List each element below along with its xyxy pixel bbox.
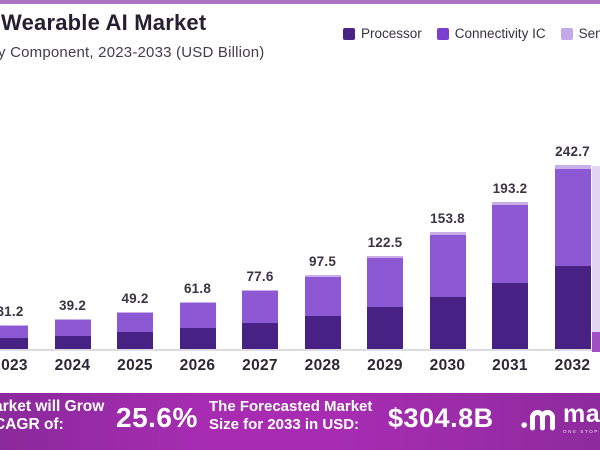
cagr-value: 25.6% [116,402,198,433]
segment-sensors [492,202,528,206]
bar-2027 [242,290,278,349]
legend-item: Sen [560,26,600,41]
legend-label: Sen [578,26,600,41]
segment-sensors [554,164,591,169]
plot-area: 31.2 39.2 49.2 61.8 77.6 97.5 122.5 153.8 193.2 2… [0,143,600,352]
forecast-value: $304.8B [388,403,494,433]
bar-2023 [0,325,28,349]
bar-value-label: 193.2 [492,181,528,197]
legend-swatch [436,27,449,40]
segment-sensors [429,232,466,235]
segment-sensors [304,275,341,277]
banner-forecast-text: The Forecasted Market Size for 2033 in U… [209,398,372,434]
segment-connectivity-ic [179,303,216,328]
x-axis-label: 2024 [54,357,91,374]
page-subtitle: y Component, 2023-2033 (USD Billion) [0,44,265,61]
marketus-logo: ma ONE STOP [521,402,600,435]
segment-sensors [117,311,153,313]
segment-processor [554,266,591,349]
segment-sensors [54,319,91,320]
segment-sensors [179,302,216,304]
segment-connectivity-ic [367,257,403,308]
bar-value-label: 153.8 [430,211,465,227]
page-title: Wearable AI Market [1,10,207,35]
segment-connectivity-ic [492,205,528,284]
bar-value-label: 49.2 [121,290,149,306]
x-axis-label: 2025 [117,357,153,374]
segment-connectivity-ic [242,291,278,323]
segment-processor [304,315,341,349]
bar-value-label: 61.8 [183,281,212,297]
x-axis-label: 2028 [304,357,341,374]
segment-sensors [367,256,403,258]
segment-sensors [242,290,278,292]
bar-2029 [367,256,403,349]
bar-2025 [117,311,153,349]
segment-processor [179,327,216,349]
bar-2033-partial [592,166,600,340]
logo-tagline: ONE STOP [563,429,599,434]
segment-connectivity-ic [117,312,153,333]
legend-swatch [560,27,573,40]
segment-processor [0,338,28,349]
x-axis-label: 2030 [429,357,466,374]
x-axis-label: 2026 [179,357,216,374]
banner-left-line1: arket will Grow [0,398,105,415]
bar-value-label: 122.5 [367,235,403,251]
bar-value-label: 31.2 [0,304,24,320]
chart-legend: Processor Connectivity IC Sen [343,26,600,41]
segment-connectivity-ic [54,319,91,336]
x-axis-label: 2027 [242,357,278,374]
bar-value-label: 39.2 [58,298,87,314]
banner-forecast-line2: Size for 2033 in USD: [209,416,360,433]
segment-processor [117,332,153,349]
banner-left-line2: CAGR of: [0,416,64,433]
banner-left-text: arket will Grow CAGR of: [0,398,104,434]
bar-2026 [179,302,216,349]
segment-processor [242,322,278,349]
bar-value-label: 77.6 [246,269,274,285]
legend-item: Processor [343,26,422,41]
bar-2028 [304,275,341,349]
banner-forecast-line1: The Forecasted Market [209,398,373,415]
segment-connectivity-ic [554,168,591,267]
segment-processor [492,283,528,349]
bar-2031 [492,202,528,349]
bar-2032 [554,164,591,349]
bar-2030 [429,232,466,349]
x-axis-label: 2032 [554,357,591,374]
x-axis-label: 2029 [367,357,403,374]
legend-label: Connectivity IC [454,26,546,41]
segment-connectivity-ic [304,276,341,316]
logo-text: ma [563,400,600,428]
x-axis-label: 2023 [0,357,28,374]
bar-value-label: 242.7 [555,143,590,159]
segment-connectivity-ic [0,325,28,339]
legend-label: Processor [361,26,422,41]
segment-connectivity-ic [429,234,466,297]
segment-processor [429,296,466,349]
top-border-line [0,0,600,4]
bar-value-label: 97.5 [308,254,337,270]
x-axis-label: 2031 [492,357,528,374]
bar-2033-partial-base [592,332,600,352]
footer-banner: arket will Grow CAGR of: 25.6% The Forec… [0,393,600,450]
segment-processor [54,335,91,349]
segment-processor [367,307,403,349]
bar-2024 [54,319,91,349]
legend-item: Connectivity IC [436,26,546,41]
legend-swatch [343,27,355,40]
marketus-logo-icon [521,410,555,431]
